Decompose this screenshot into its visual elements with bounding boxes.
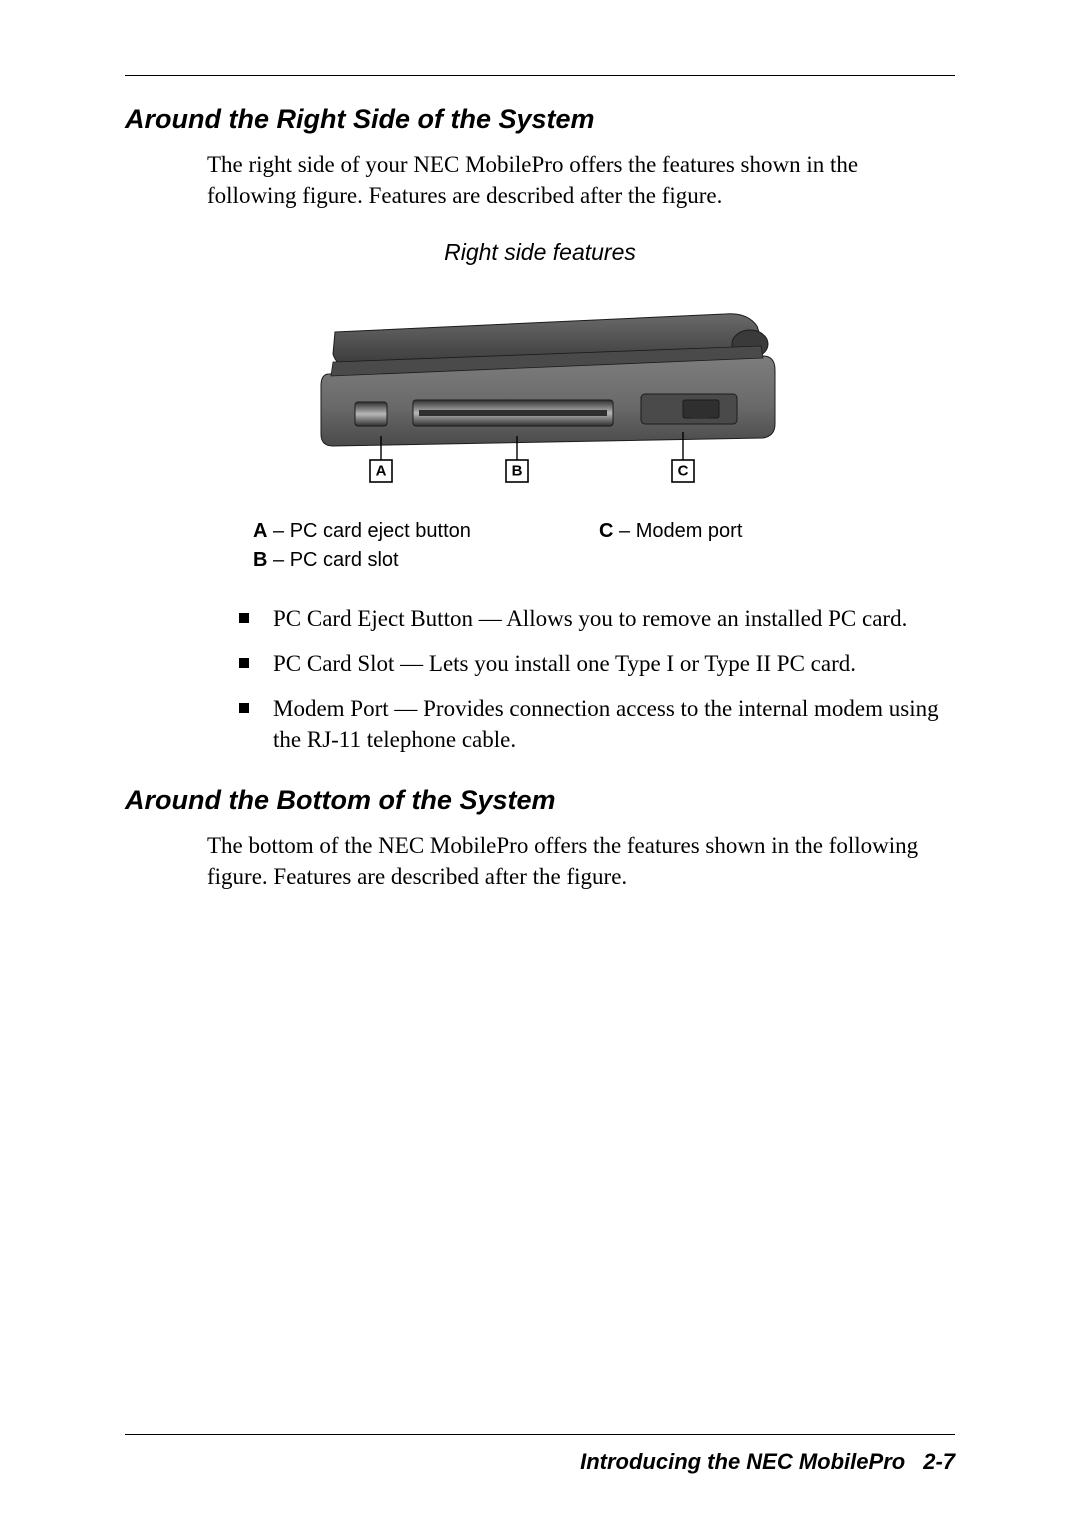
footer-title: Introducing the NEC MobilePro [580, 1449, 905, 1474]
legend-letter-c: C [599, 520, 613, 542]
section1-intro: The right side of your NEC MobilePro off… [207, 149, 945, 211]
section2-heading: Around the Bottom of the System [125, 785, 955, 816]
legend-letter-b: B [253, 549, 267, 571]
legend-col-left: A – PC card eject button B – PC card slo… [253, 517, 569, 575]
legend-letter-a: A [253, 520, 267, 542]
device-illustration: A B C [295, 284, 785, 499]
footer-page: 2-7 [923, 1449, 955, 1474]
legend-text-a: – PC card eject button [267, 520, 470, 542]
legend-item-a: A – PC card eject button [253, 517, 569, 546]
legend-text-b: – PC card slot [267, 549, 398, 571]
legend-text-c: – Modem port [613, 520, 742, 542]
legend-col-right: C – Modem port [569, 517, 915, 575]
section1-heading: Around the Right Side of the System [125, 104, 955, 135]
footer-text: Introducing the NEC MobilePro 2-7 [125, 1449, 955, 1475]
bullet-item: PC Card Eject Button — Allows you to rem… [239, 603, 945, 634]
bullet-item: Modem Port — Provides connection access … [239, 693, 945, 755]
svg-text:A: A [376, 463, 387, 480]
figure-legend: A – PC card eject button B – PC card slo… [253, 517, 915, 575]
page-footer: Introducing the NEC MobilePro 2-7 [125, 1434, 955, 1475]
legend-item-b: B – PC card slot [253, 546, 569, 575]
svg-text:C: C [678, 463, 689, 480]
legend-item-c: C – Modem port [599, 517, 915, 546]
rule-bottom [125, 1434, 955, 1435]
section2-intro: The bottom of the NEC MobilePro offers t… [207, 830, 945, 892]
svg-text:B: B [512, 463, 523, 480]
rule-top [125, 75, 955, 76]
bullet-item: PC Card Slot — Lets you install one Type… [239, 648, 945, 679]
feature-bullet-list: PC Card Eject Button — Allows you to rem… [239, 603, 945, 755]
figure-caption: Right side features [125, 239, 955, 266]
figure-right-side: A B C [295, 284, 785, 499]
